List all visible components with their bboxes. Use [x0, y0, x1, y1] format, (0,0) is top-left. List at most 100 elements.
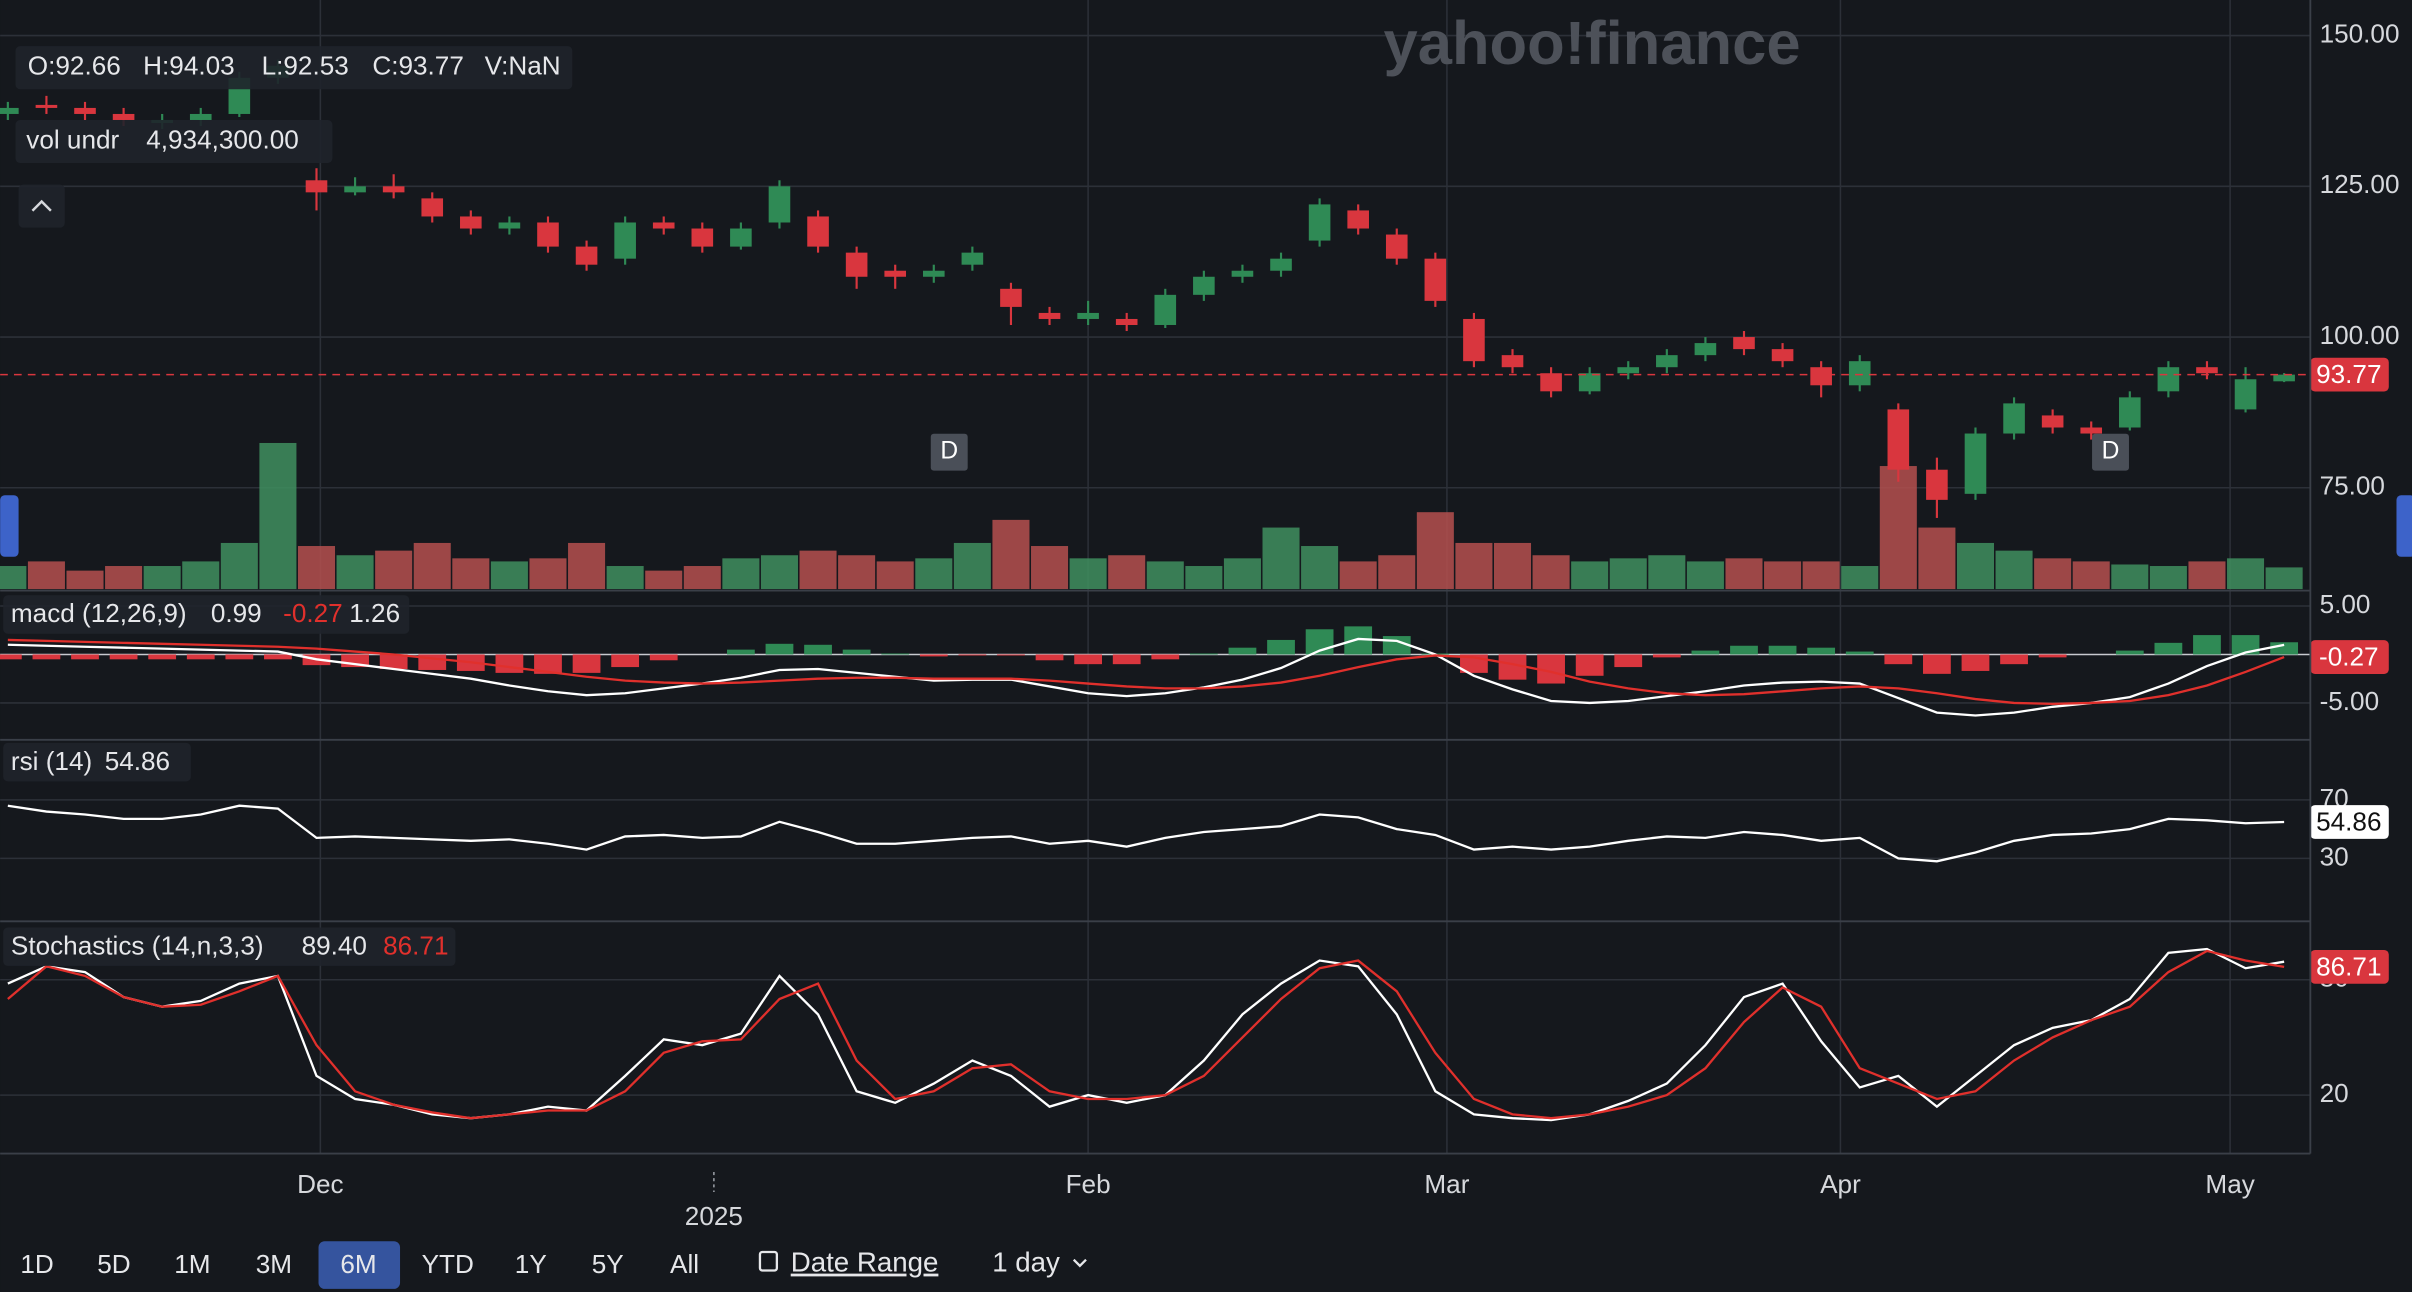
candle-body [884, 270, 907, 277]
volume-bar [799, 550, 837, 590]
price-tag-label: 93.77 [2316, 359, 2381, 389]
range-button[interactable]: 3M [256, 1249, 292, 1279]
macd-histogram-bar [611, 654, 640, 668]
volume-bar [297, 546, 336, 590]
macd-histogram-bar [919, 654, 948, 657]
volume-bar [1802, 561, 1840, 590]
volume-bar [1493, 542, 1532, 590]
macd-label: macd (12,26,9) [11, 598, 187, 628]
volume-bar [606, 566, 644, 590]
volume-bar [1995, 550, 2033, 590]
volume-bar [2034, 558, 2072, 590]
candle-body [1463, 318, 1485, 362]
macd-histogram-bar [1151, 654, 1180, 660]
volume-bar [2072, 561, 2110, 590]
price-tag-label: 86.71 [2316, 951, 2381, 981]
volume-bar [182, 561, 220, 590]
candle-body [768, 186, 791, 223]
volume-bar [2188, 561, 2226, 590]
range-button[interactable]: 1Y [515, 1249, 547, 1279]
macd-signal-line [7, 638, 2285, 706]
candle-body [382, 186, 405, 193]
collapse-button[interactable] [18, 184, 65, 228]
rsi-legend-box [3, 742, 191, 782]
macd-histogram-bar [1652, 654, 1681, 658]
candle-body [1424, 258, 1447, 301]
range-button[interactable]: YTD [422, 1249, 474, 1279]
candle-body [1964, 433, 1987, 494]
macd-histogram-bar [1228, 647, 1257, 655]
date-range-button[interactable]: Date Range [791, 1247, 939, 1278]
volume-bar [105, 566, 143, 590]
range-button[interactable]: All [670, 1249, 699, 1279]
legend-high: H:94.03 [143, 51, 235, 81]
right-panel-tab[interactable] [2396, 495, 2412, 557]
volume-bar [1108, 555, 1146, 590]
macd-histogram-bar [2270, 642, 2299, 655]
volume-bar [1879, 466, 1917, 590]
x-tick-label: Mar [1424, 1169, 1469, 1199]
volume-bar [336, 555, 374, 590]
volume-bar [1146, 561, 1184, 590]
macd-histogram-bar [495, 654, 524, 673]
price-tag [2310, 805, 2389, 839]
macd-histogram-bar [1074, 654, 1103, 665]
candle-body [922, 270, 945, 277]
volume-bar [1301, 546, 1339, 590]
candle-body [2080, 427, 2103, 434]
volume-bar [66, 570, 104, 590]
candle-body [1038, 312, 1061, 319]
volume-bar [143, 566, 181, 590]
candle-body [1115, 318, 1138, 325]
macd-histogram-bar [534, 654, 562, 674]
candle-body [961, 252, 984, 265]
left-panel-tab[interactable] [0, 495, 19, 557]
y-tick-label: 125.00 [2320, 169, 2400, 199]
candle-body [2119, 397, 2141, 428]
x-tick-label: Dec [297, 1169, 343, 1199]
candle-body [1887, 409, 1910, 470]
volume-bar [1648, 555, 1686, 590]
candle-body [1385, 234, 1408, 259]
range-button[interactable]: 5D [97, 1249, 130, 1279]
macd-histogram-bar [264, 654, 292, 660]
volume-bar [568, 542, 606, 590]
macd-line [7, 637, 2285, 717]
volume-bar [1918, 527, 1956, 590]
candle-body [1000, 288, 1022, 307]
candle-body [1270, 258, 1292, 271]
range-button[interactable]: 1D [20, 1249, 53, 1279]
candle-body [344, 186, 366, 193]
candle-body [652, 222, 675, 229]
volume-legend-box [15, 119, 333, 164]
volume-bar [375, 550, 413, 590]
volume-bar [915, 558, 953, 590]
candle-body [537, 222, 559, 247]
collapse-icon [31, 199, 52, 212]
candle-body [0, 107, 19, 114]
range-button[interactable]: 1M [174, 1249, 210, 1279]
macd-histogram-bar [958, 654, 987, 656]
macd-histogram-bar [726, 649, 755, 655]
interval-button[interactable]: 1 day [992, 1247, 1060, 1278]
stoch-legend-box [3, 927, 456, 966]
macd-legend-macd: 0.99 [211, 598, 262, 628]
legend-low: L:92.53 [262, 51, 349, 81]
candle-body [1578, 373, 1601, 392]
macd-histogram-bar [2193, 635, 2221, 655]
dividend-label: D [2102, 438, 2120, 465]
price-tag [2310, 640, 2389, 675]
macd-histogram-bar [109, 654, 138, 660]
volume-bar [953, 542, 991, 590]
logo: yahoo!finance [1384, 9, 1801, 78]
candle-body [498, 222, 521, 229]
range-button[interactable]: 6M [340, 1249, 376, 1279]
range-button[interactable]: 5Y [592, 1249, 624, 1279]
candle-body [1848, 361, 1871, 386]
candle-body [845, 252, 868, 277]
candle-body [2003, 403, 2025, 434]
chevron-icon [1072, 1258, 1087, 1268]
candle-body [2196, 367, 2218, 374]
candle-body [1154, 294, 1177, 325]
